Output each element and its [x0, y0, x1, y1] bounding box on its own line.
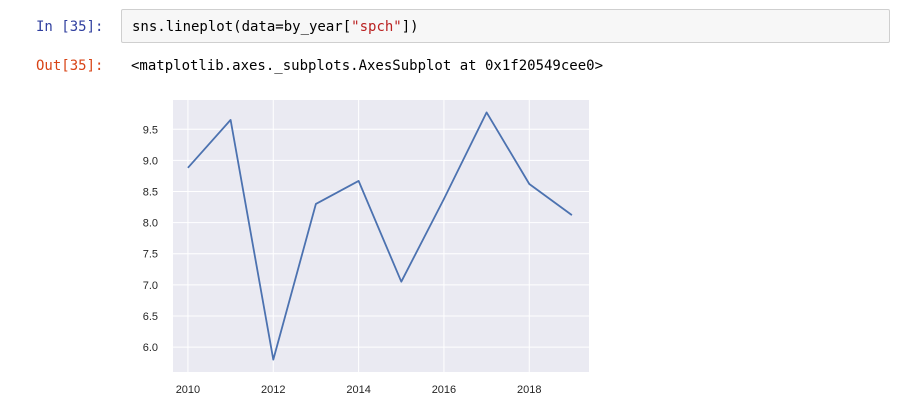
x-tick-label: 2016 [432, 384, 456, 396]
output-prompt: Out[35]: [36, 58, 104, 74]
y-tick-label: 9.5 [143, 124, 158, 136]
y-tick-label: 6.5 [143, 311, 158, 323]
y-tick-label: 7.0 [143, 280, 158, 292]
tick-labels: 6.0 6.5 7.0 7.5 8.0 8.5 9.0 9.5 2010 2012 2014 2016… [143, 124, 542, 396]
x-tick-label: 2018 [517, 384, 541, 396]
code-string: "spch" [351, 19, 402, 35]
y-tick-label: 8.0 [143, 218, 158, 230]
x-tick-label: 2014 [346, 384, 370, 396]
series-group [187, 111, 573, 361]
code-suffix: ]) [401, 19, 419, 35]
y-tick-label: 9.0 [143, 155, 158, 167]
y-tick-label: 6.0 [143, 342, 158, 354]
series-line [187, 111, 573, 361]
y-tick-label: 7.5 [143, 249, 158, 261]
output-text: <matplotlib.axes._subplots.AxesSubplot a… [131, 58, 604, 74]
code-text[interactable]: sns.lineplot(data=by_year["spch"]) [132, 19, 419, 35]
y-tick-label: 8.5 [143, 186, 158, 198]
x-tick-label: 2012 [261, 384, 285, 396]
code-cell[interactable]: sns.lineplot(data=by_year["spch"]) [121, 9, 890, 43]
code-prefix: sns.lineplot(data=by_year[ [132, 19, 352, 35]
x-tick-label: 2010 [176, 384, 200, 396]
grid-lines [173, 100, 589, 372]
input-prompt: In [35]: [36, 19, 104, 35]
